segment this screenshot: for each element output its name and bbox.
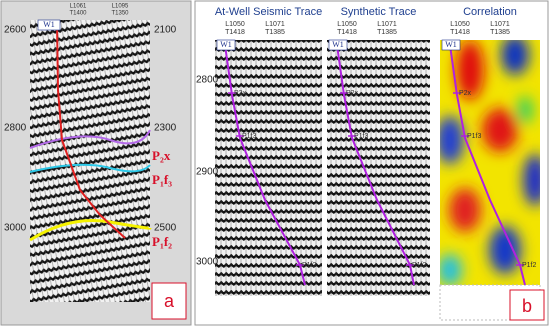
horizon-label: P₂x <box>152 148 171 163</box>
panel-label: b <box>522 296 532 316</box>
trace-label: T1385 <box>265 29 285 36</box>
well-box <box>328 39 348 51</box>
trace-label: T1418 <box>337 29 357 36</box>
horizon-line <box>29 218 152 242</box>
time-label: 2500 <box>154 223 177 234</box>
well-label: W1 <box>445 40 457 49</box>
marker-label: P1f3 <box>242 133 257 140</box>
seismic-trace <box>215 40 322 296</box>
time-label: 2100 <box>154 25 177 36</box>
marker-label: P2x <box>346 90 359 97</box>
depth-label: 3000 <box>4 223 27 234</box>
horizon-label: P₁f₃ <box>152 172 172 187</box>
correlation-map <box>440 40 540 285</box>
depth-label: 2900 <box>196 167 219 178</box>
horizon-line <box>29 129 151 149</box>
panel-label: a <box>164 291 175 311</box>
depth-label: 2600 <box>4 25 27 36</box>
trace-label: L1095 <box>112 4 129 10</box>
depth-label: 3000 <box>196 257 219 268</box>
well-path <box>56 21 126 239</box>
trace-label: T1418 <box>450 29 470 36</box>
panel-title: At-Well Seismic Trace <box>215 6 322 18</box>
marker-label: P1f3 <box>467 133 482 140</box>
well-label: W1 <box>43 20 55 29</box>
marker-label: P1f2 <box>412 262 427 269</box>
trace-label: T1418 <box>225 29 245 36</box>
marker-label: P1f2 <box>522 262 537 269</box>
synthetic-trace <box>327 40 430 296</box>
trace-label: L1061 <box>70 4 87 10</box>
well-label: W1 <box>332 40 344 49</box>
trace-label: T1385 <box>490 29 510 36</box>
trace-label: L1050 <box>337 21 357 28</box>
trace-label: L1071 <box>490 21 510 28</box>
trace-label: T1385 <box>377 29 397 36</box>
trace-label: T1350 <box>111 11 129 17</box>
time-label: 2300 <box>154 123 177 134</box>
depth-label: 2800 <box>196 75 219 86</box>
trace-label: L1071 <box>377 21 397 28</box>
marker-label: P1f3 <box>354 133 369 140</box>
horizon-line <box>29 163 151 173</box>
trace-label: L1050 <box>225 21 245 28</box>
trace-label: L1071 <box>265 21 285 28</box>
marker-label: P2x <box>234 90 247 97</box>
well-path <box>449 44 526 286</box>
marker-label: P2x <box>459 90 472 97</box>
panel-title: Correlation <box>463 6 517 18</box>
seismic-section <box>30 20 150 302</box>
well-box <box>441 39 461 51</box>
panel-label-box <box>509 289 545 321</box>
well-path <box>224 44 306 286</box>
horizon-label: P₁f₂ <box>152 234 172 249</box>
trace-label: L1050 <box>450 21 470 28</box>
trace-label: T1400 <box>69 11 87 17</box>
depth-label: 2800 <box>4 123 27 134</box>
panel-label-box <box>151 282 187 320</box>
marker-label: P1f2 <box>302 262 317 269</box>
well-box <box>216 39 236 51</box>
well-box <box>37 19 61 31</box>
well-label: W1 <box>220 40 232 49</box>
panel-title: Synthetic Trace <box>341 6 417 18</box>
well-path <box>336 44 415 286</box>
